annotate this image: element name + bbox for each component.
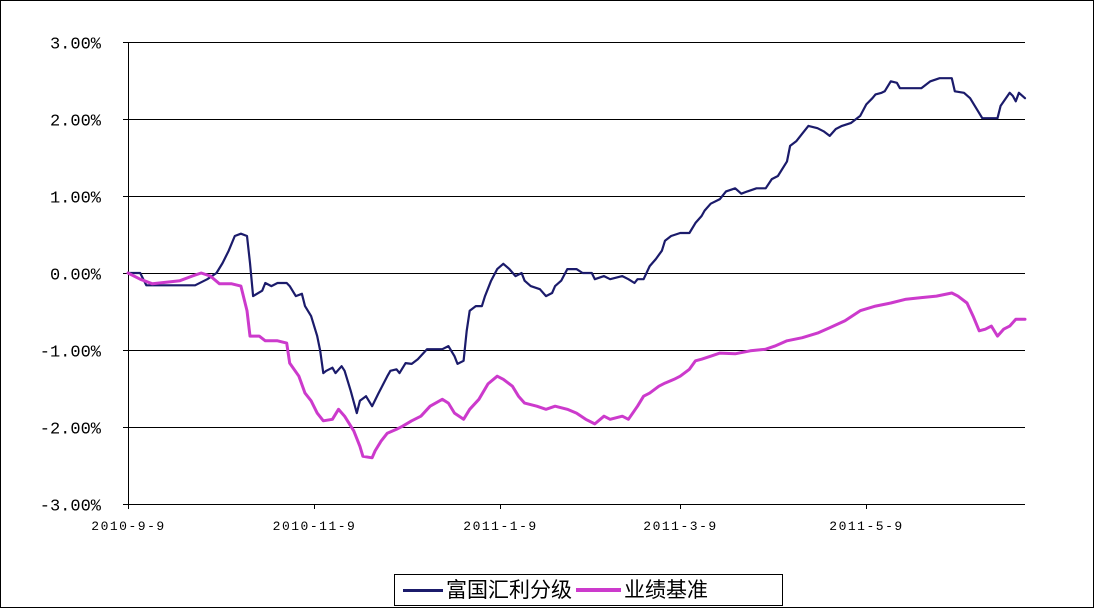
legend-label-benchmark: 业绩基准 bbox=[624, 578, 708, 602]
legend: 富国汇利分级 业绩基准 bbox=[394, 574, 783, 606]
series-line-fund bbox=[126, 77, 1027, 415]
y-tick-label: -1.00% bbox=[40, 344, 102, 363]
x-tick-label: 2011-3-9 bbox=[643, 519, 717, 534]
legend-swatch-fund bbox=[403, 588, 443, 592]
series-lines bbox=[126, 77, 1027, 460]
x-tick-label: 2010-9-9 bbox=[91, 519, 165, 534]
y-tick-label: 2.00% bbox=[50, 113, 102, 132]
y-tick-label: -3.00% bbox=[40, 498, 102, 517]
legend-label-fund: 富国汇利分级 bbox=[446, 578, 572, 602]
y-tick-label: 3.00% bbox=[50, 36, 102, 55]
y-tick-label: -2.00% bbox=[40, 421, 102, 440]
tick-labels: 3.00% 2.00% 1.00% 0.00% -1.00% -2.00% -3.00% 20… bbox=[40, 36, 903, 535]
y-tick-label: 1.00% bbox=[50, 190, 102, 209]
axes bbox=[123, 42, 1025, 509]
x-tick-label: 2011-1-9 bbox=[463, 519, 537, 534]
grid-lines bbox=[128, 42, 1025, 505]
x-tick-label: 2011-5-9 bbox=[829, 519, 903, 534]
series-line-benchmark bbox=[126, 271, 1027, 460]
y-tick-label: 0.00% bbox=[50, 267, 102, 286]
legend-swatch-benchmark bbox=[576, 588, 621, 592]
x-tick-label: 2010-11-9 bbox=[273, 519, 357, 534]
